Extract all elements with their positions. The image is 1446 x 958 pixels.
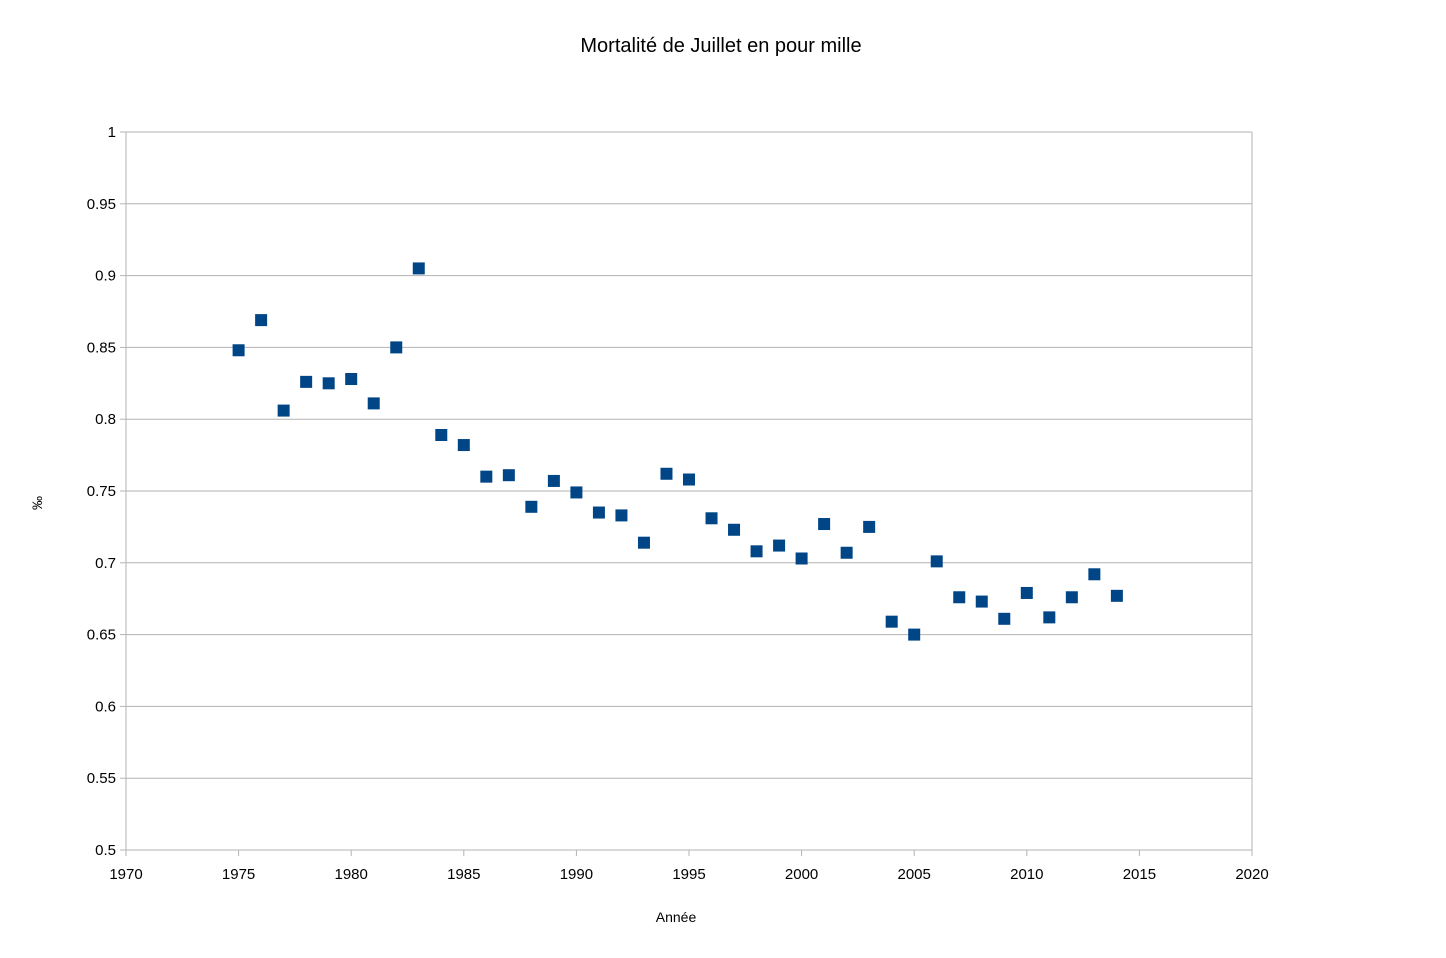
data-point <box>277 404 290 417</box>
y-tick-label: 0.85 <box>87 339 116 356</box>
data-point <box>525 500 538 513</box>
data-point <box>255 314 268 327</box>
data-point <box>592 506 605 519</box>
data-points <box>232 262 1123 641</box>
x-tick-label: 2010 <box>1010 866 1043 883</box>
data-point <box>1065 591 1078 604</box>
data-point <box>435 428 448 441</box>
data-point <box>1110 589 1123 602</box>
x-tick-label: 1995 <box>672 866 705 883</box>
x-tick-label: 1985 <box>447 866 480 883</box>
data-point <box>300 375 313 388</box>
x-tick-label: 2005 <box>898 866 931 883</box>
data-point <box>705 512 718 525</box>
x-tick-labels: 1970 1975 1980 1985 1990 1995 2000 2005 2010 2015… <box>109 866 1268 883</box>
y-tick-labels: 0.5 0.55 0.6 0.65 0.7 0.75 0.8 0.85 0.9 0.95 1 <box>87 124 116 859</box>
data-point <box>660 467 673 480</box>
data-point <box>885 615 898 628</box>
data-point <box>322 377 335 390</box>
data-point <box>390 341 403 354</box>
y-tick-label: 0.75 <box>87 483 116 500</box>
data-point <box>232 344 245 357</box>
data-point <box>863 520 876 533</box>
data-point <box>908 628 921 641</box>
y-tick-label: 0.5 <box>95 842 116 859</box>
y-tick-label: 0.7 <box>95 555 116 572</box>
data-point <box>570 486 583 499</box>
data-point <box>818 518 831 531</box>
data-point <box>683 473 695 486</box>
data-point <box>1088 568 1101 581</box>
data-point <box>412 262 425 275</box>
data-point <box>502 469 515 482</box>
y-tick-label: 0.6 <box>95 698 116 715</box>
axes <box>120 131 1253 856</box>
data-point <box>480 470 493 483</box>
y-tick-label: 0.65 <box>87 627 116 644</box>
y-tick-label: 0.9 <box>95 268 116 285</box>
data-point <box>795 552 808 565</box>
y-axis-label: ‰ <box>29 496 45 510</box>
gridlines <box>126 131 1252 851</box>
data-point <box>930 555 943 568</box>
data-point <box>345 372 358 385</box>
x-tick-label: 2000 <box>785 866 818 883</box>
data-point <box>953 591 966 604</box>
data-point <box>547 474 560 487</box>
data-point <box>840 546 853 559</box>
x-tick-label: 1975 <box>222 866 255 883</box>
x-tick-label: 1970 <box>109 866 142 883</box>
data-point <box>975 595 988 608</box>
x-tick-label: 2015 <box>1123 866 1156 883</box>
y-tick-label: 0.8 <box>95 411 116 428</box>
x-axis-label: Année <box>656 909 697 925</box>
data-point <box>1020 586 1033 599</box>
data-point <box>1043 611 1056 624</box>
x-tick-label: 1990 <box>560 866 593 883</box>
y-tick-label: 0.55 <box>87 770 116 787</box>
data-point <box>998 612 1011 625</box>
x-tick-label: 2020 <box>1235 866 1268 883</box>
data-point <box>367 397 380 410</box>
y-tick-label: 0.95 <box>87 196 116 213</box>
data-point <box>773 539 786 552</box>
data-point <box>457 439 470 452</box>
data-point <box>750 545 763 558</box>
data-point <box>637 536 650 549</box>
x-tick-label: 1980 <box>335 866 368 883</box>
data-point <box>728 523 741 536</box>
data-point <box>615 509 628 522</box>
y-tick-label: 1 <box>108 124 116 141</box>
chart-title: Mortalité de Juillet en pour mille <box>580 35 861 57</box>
